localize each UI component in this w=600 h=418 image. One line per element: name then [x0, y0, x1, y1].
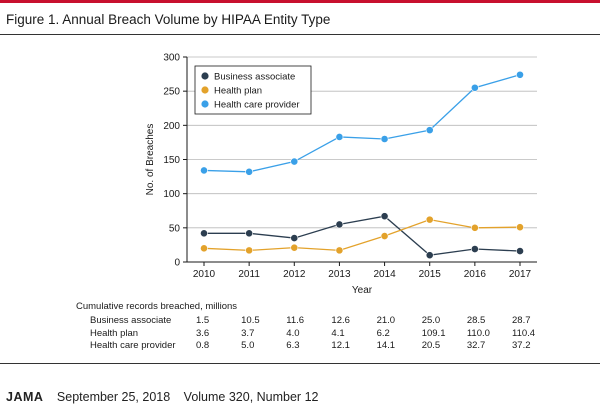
legend-marker — [201, 86, 209, 94]
title-divider — [0, 34, 600, 35]
legend-label: Business associate — [214, 72, 295, 83]
x-tick-label: 2012 — [283, 269, 306, 280]
y-tick-label: 50 — [169, 223, 181, 234]
figure-title: Figure 1. Annual Breach Volume by HIPAA … — [6, 12, 331, 27]
journal-name: JAMA — [6, 390, 44, 404]
bottom-divider — [0, 363, 600, 364]
data-point — [245, 167, 254, 176]
records-cell: 3.7 — [241, 327, 255, 339]
legend-label: Health care provider — [214, 100, 300, 111]
issue-date: September 25, 2018 — [56, 390, 171, 404]
data-point — [425, 215, 434, 224]
data-point — [425, 126, 434, 135]
data-point — [335, 220, 344, 229]
records-cell: 28.7 — [512, 315, 531, 326]
records-cell: 109.1 — [421, 327, 446, 339]
data-point — [290, 234, 299, 242]
data-point — [425, 251, 434, 260]
records-cell: 5.0 — [241, 340, 255, 351]
issue-volume: Volume 320, Number 12 — [183, 390, 319, 404]
series-line-1 — [203, 218, 521, 252]
legend-label: Health plan — [214, 86, 262, 97]
y-tick-label: 300 — [163, 53, 180, 64]
data-point — [290, 243, 299, 252]
y-tick-label: 250 — [163, 87, 180, 98]
data-point — [380, 232, 389, 240]
records-row-label: Health care provider — [90, 340, 176, 351]
x-tick-label: 2010 — [193, 269, 216, 280]
x-tick-label: 2015 — [419, 269, 442, 280]
legend-marker — [201, 100, 209, 108]
records-cell: 11.6 — [286, 315, 305, 326]
data-point — [470, 83, 479, 92]
footer: JAMA September 25, 2018 Volume 320, Numb… — [6, 390, 318, 404]
records-cell: 4.1 — [331, 327, 345, 339]
records-cell: 4.0 — [286, 327, 300, 339]
series-line-2 — [203, 74, 521, 173]
y-axis-label: No. of Breaches — [145, 124, 156, 196]
data-point — [516, 223, 524, 232]
y-tick-label: 100 — [163, 189, 180, 200]
data-point — [470, 245, 479, 253]
legend-marker — [201, 72, 209, 80]
records-cell: 110.4 — [512, 327, 536, 339]
x-tick-label: 2014 — [373, 269, 396, 280]
records-cell: 21.0 — [376, 315, 396, 326]
x-tick-label: 2017 — [509, 269, 532, 280]
records-cell: 1.5 — [196, 315, 210, 326]
records-cell: 10.5 — [241, 315, 260, 326]
records-cell: 32.7 — [466, 340, 486, 351]
data-point — [470, 223, 479, 232]
y-tick-label: 200 — [163, 121, 180, 132]
series-line-0 — [204, 215, 521, 256]
top-accent-rule — [0, 0, 600, 3]
data-point — [245, 229, 254, 238]
data-point — [516, 247, 524, 255]
data-point — [200, 244, 208, 253]
records-cell: 37.2 — [512, 340, 531, 351]
data-point — [380, 135, 389, 143]
records-cell: 3.6 — [196, 327, 210, 339]
line-chart: 0 50 100 150 200 250 300 2010 2011 2012 2013 2014 20… — [145, 53, 537, 296]
y-tick-label: 150 — [163, 155, 180, 166]
y-tick-label: 0 — [174, 258, 180, 269]
data-point — [200, 166, 208, 175]
data-point — [380, 212, 389, 221]
records-cell: 110.0 — [466, 327, 490, 339]
x-tick-label: 2013 — [328, 269, 351, 280]
x-tick-label: 2016 — [464, 269, 487, 280]
data-point — [245, 246, 254, 255]
data-point — [335, 246, 344, 255]
legend-box — [194, 65, 312, 115]
records-cell: 12.6 — [331, 315, 350, 326]
records-row-label: Health plan — [90, 327, 139, 339]
records-cell: 6.2 — [376, 327, 390, 339]
records-cell: 12.1 — [331, 340, 350, 351]
records-cell: 20.5 — [421, 340, 441, 351]
records-table-title: Cumulative records breached, millions — [76, 301, 238, 312]
records-row-label: Business associate — [90, 315, 172, 326]
data-point — [516, 70, 524, 79]
data-point — [335, 133, 344, 141]
x-tick-label: 2011 — [238, 269, 260, 280]
records-cell: 0.8 — [196, 340, 210, 351]
records-cell: 25.0 — [421, 315, 441, 326]
records-cell: 6.3 — [286, 340, 300, 351]
data-point — [200, 229, 208, 238]
records-cell: 14.1 — [376, 340, 396, 351]
data-point — [290, 157, 299, 166]
records-cell: 28.5 — [466, 315, 486, 326]
x-axis-label: Year — [352, 285, 373, 296]
